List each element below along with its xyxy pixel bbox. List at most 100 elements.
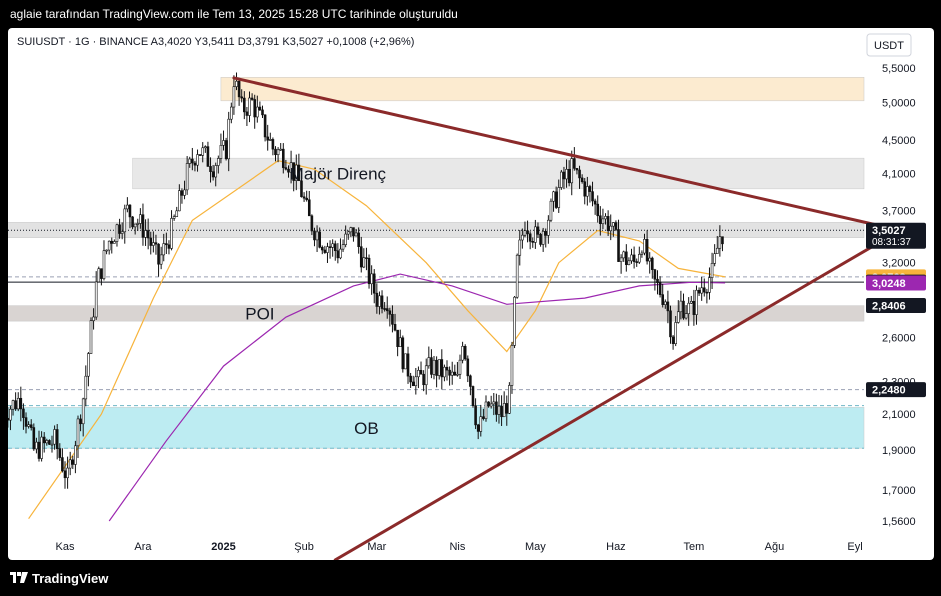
candle	[487, 401, 490, 408]
x-tick-label: Ağu	[765, 541, 785, 553]
candle	[61, 448, 64, 473]
y-tick-label: 3,2000	[882, 258, 916, 270]
candle	[489, 395, 493, 409]
candle	[284, 159, 288, 171]
candle	[658, 276, 662, 298]
candle	[102, 240, 106, 281]
candle	[510, 341, 514, 394]
price-chart[interactable]: Majör Direnç POI OB 5,5000 5,0000 4,5000 4,10…	[8, 28, 934, 560]
x-tick-label: Şub	[294, 541, 314, 553]
time-axis[interactable]: Kas Ara 2025 Şub Mar Nis May Haz Tem Ağu Eyl	[56, 541, 863, 553]
candle	[196, 149, 199, 172]
candle	[320, 245, 324, 255]
candle	[81, 397, 85, 437]
candle	[435, 356, 438, 388]
zones-layer	[8, 77, 865, 449]
candle	[276, 147, 280, 163]
candle	[367, 254, 371, 289]
y-tick-label: 1,7000	[882, 485, 916, 497]
zone-4	[8, 407, 865, 449]
candle	[133, 223, 137, 235]
candle	[404, 353, 407, 370]
candle	[131, 216, 134, 230]
price-axis[interactable]: 5,5000 5,0000 4,5000 4,1000 3,7000 3,2000 2,60…	[882, 63, 916, 528]
candle	[310, 214, 314, 236]
candle	[445, 360, 449, 381]
candle	[612, 222, 615, 237]
candle	[256, 95, 259, 123]
candle	[466, 355, 470, 383]
candle	[315, 225, 319, 252]
candle	[305, 190, 308, 202]
candle	[671, 335, 675, 350]
candle	[596, 195, 600, 223]
y-tick-label: 1,9000	[882, 445, 916, 457]
candle	[544, 228, 548, 248]
candle	[635, 258, 639, 267]
candle	[586, 176, 589, 206]
candle	[663, 299, 667, 309]
candle	[76, 415, 80, 459]
candle	[167, 240, 171, 255]
candle	[157, 243, 160, 277]
candle	[708, 267, 711, 300]
candle	[432, 355, 436, 380]
y-tick-label: 2,6000	[882, 332, 916, 344]
currency-button[interactable]: USDT	[866, 33, 912, 57]
candle	[526, 220, 529, 243]
candle	[601, 208, 605, 230]
candle	[289, 150, 293, 184]
candle	[625, 244, 628, 272]
candle	[656, 270, 659, 295]
candle	[411, 375, 415, 387]
candle	[201, 142, 205, 163]
candle	[705, 288, 709, 304]
candle	[500, 395, 503, 426]
candle	[50, 435, 54, 453]
zone-0	[220, 77, 865, 102]
candle	[271, 137, 275, 156]
price-label-value: 3,5027	[872, 225, 906, 237]
candle	[570, 150, 574, 196]
candle	[214, 162, 218, 187]
candle	[35, 437, 38, 454]
x-tick-label: Kas	[56, 541, 75, 553]
candle	[230, 102, 233, 124]
candle	[159, 246, 163, 270]
candle	[243, 91, 246, 120]
candle	[146, 218, 150, 250]
candle	[87, 352, 90, 387]
candle	[178, 184, 181, 212]
candle	[253, 94, 257, 129]
candle	[614, 220, 618, 232]
candle	[599, 206, 602, 236]
candle	[294, 154, 298, 191]
moving-averages-layer	[28, 160, 726, 522]
candle	[661, 283, 664, 308]
candle	[107, 240, 111, 255]
chart-panel[interactable]: Majör Direnç POI OB 5,5000 5,0000 4,5000 4,10…	[8, 28, 934, 560]
candle	[461, 341, 464, 364]
candle	[97, 266, 101, 283]
candle	[331, 239, 334, 257]
candle	[604, 213, 607, 225]
candle	[495, 393, 498, 422]
candle	[162, 233, 166, 262]
tradingview-logo-icon	[10, 571, 28, 586]
candle	[144, 219, 147, 246]
candle	[24, 412, 28, 434]
moving-average-0	[28, 160, 726, 520]
candle	[463, 344, 467, 361]
candle	[37, 430, 41, 462]
candle	[198, 154, 202, 157]
tradingview-brand[interactable]: TradingView	[10, 571, 108, 586]
candle	[14, 392, 17, 411]
candle	[622, 250, 626, 262]
candle	[45, 438, 49, 446]
candle	[344, 225, 347, 248]
x-tick-label: May	[525, 541, 546, 553]
candle	[92, 308, 95, 330]
candle	[721, 236, 724, 252]
candle	[58, 443, 62, 461]
candle	[687, 297, 690, 326]
